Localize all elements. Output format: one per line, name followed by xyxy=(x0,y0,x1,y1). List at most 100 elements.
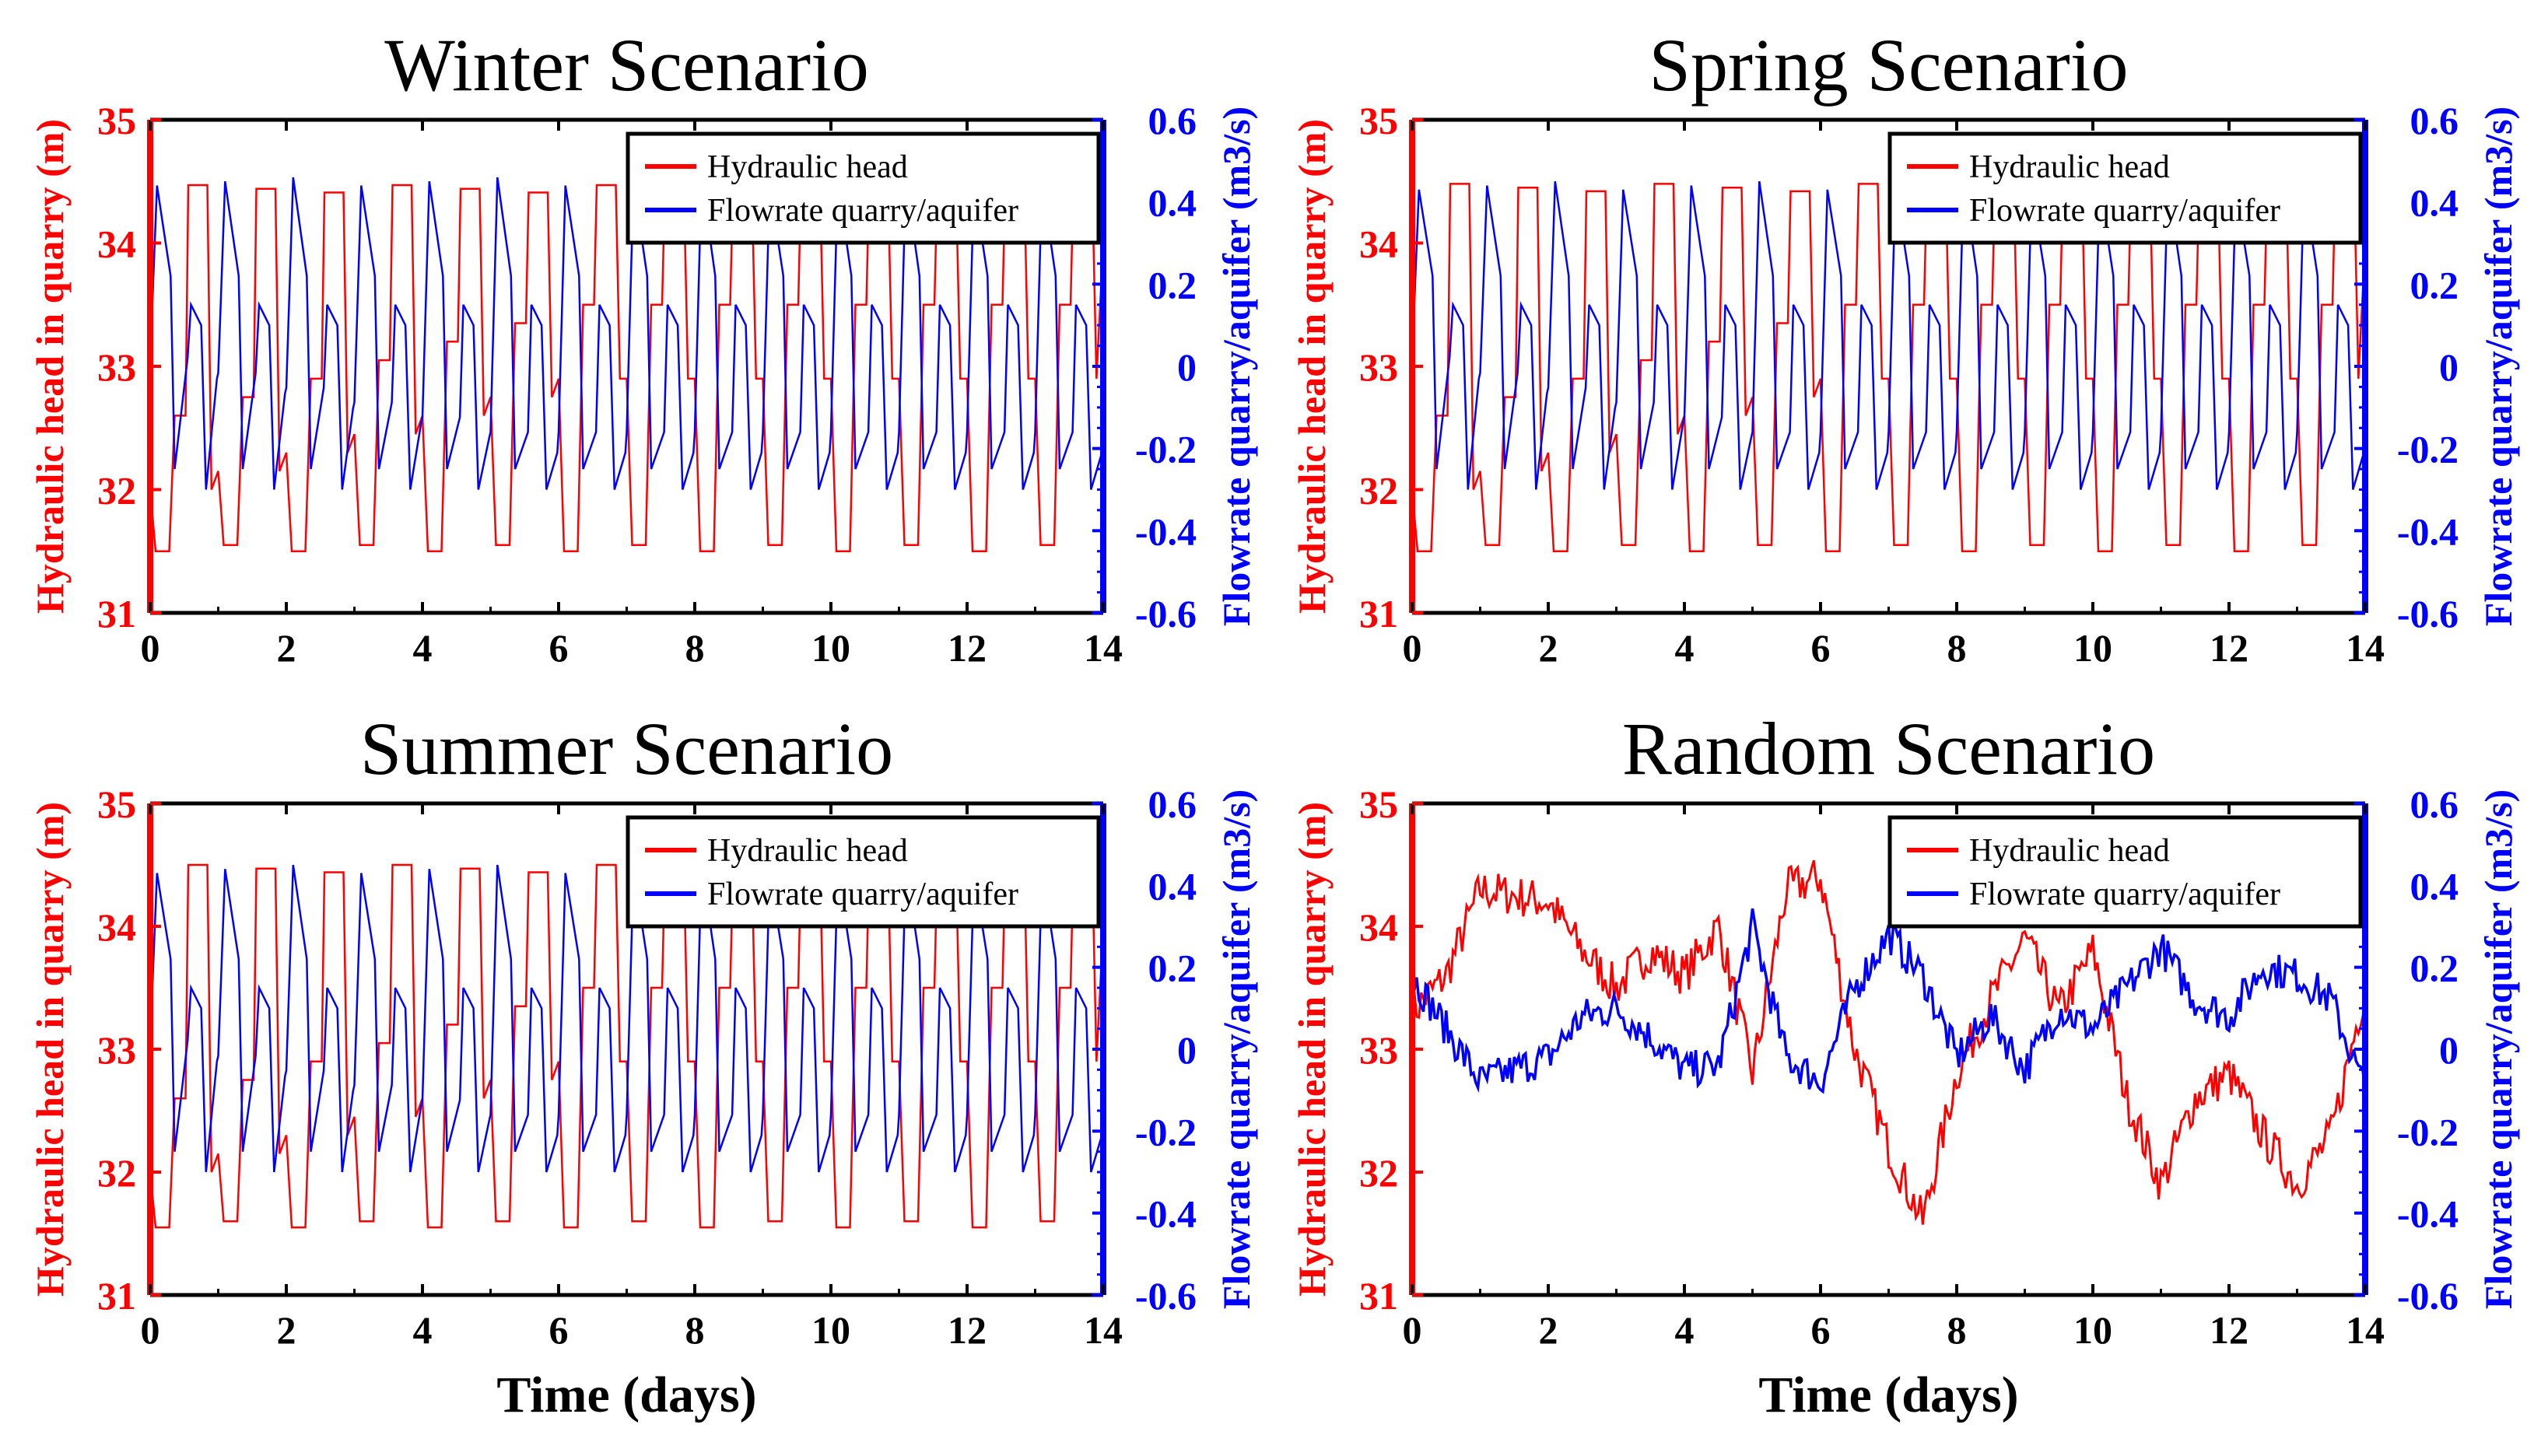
chart-panel-2: Spring Scenario 0 2 4 6 8 10 12 14 31 32 33 34 35 -0.6… xyxy=(1290,23,2520,670)
x-tick-label: 12 xyxy=(948,626,987,670)
x-tick-label: 4 xyxy=(413,626,433,670)
y-left-tick-label: 35 xyxy=(1359,99,1398,142)
series-flowrate xyxy=(150,864,1103,1173)
x-tick-label: 0 xyxy=(1403,1308,1422,1352)
x-tick-label: 6 xyxy=(1811,626,1831,670)
chart-title: Winter Scenario xyxy=(384,23,869,107)
y-right-tick-label: 0.2 xyxy=(1148,263,1197,306)
x-tick-label: 12 xyxy=(948,1308,987,1352)
legend-label-flow: Flowrate quarry/aquifer xyxy=(707,877,1018,912)
x-tick-label: 8 xyxy=(685,1308,705,1352)
y-right-tick-label: 0 xyxy=(1177,1028,1197,1072)
legend: Hydraulic head Flowrate quarry/aquifer xyxy=(1887,815,2363,929)
y-right-tick-label: 0.6 xyxy=(2410,782,2459,826)
x-tick-label: 0 xyxy=(141,626,160,670)
x-tick-label: 4 xyxy=(1675,626,1695,670)
x-tick-label: 10 xyxy=(2073,626,2112,670)
y-right-tick-label: -0.4 xyxy=(1135,1192,1197,1236)
y-left-tick-label: 31 xyxy=(97,592,136,635)
x-tick-label: 2 xyxy=(277,626,296,670)
y-right-tick-label: -0.2 xyxy=(2397,1110,2459,1153)
y-right-tick-label: -0.2 xyxy=(2397,428,2459,471)
y-right-tick-label: 0.6 xyxy=(1148,99,1197,142)
y-left-tick-label: 35 xyxy=(97,99,136,142)
legend-box xyxy=(626,815,1101,929)
x-tick-label: 8 xyxy=(1947,626,1967,670)
y-axis-left-label: Hydraulic head in quarry (m) xyxy=(1290,119,1334,614)
y-right-tick-label: -0.4 xyxy=(1135,509,1197,553)
x-tick-label: 0 xyxy=(141,1308,160,1352)
y-axis-right-label: Flowrate quarry/aquifer (m3/s) xyxy=(2476,107,2520,626)
x-tick-label: 8 xyxy=(1947,1308,1967,1352)
y-axis-left-label: Hydraulic head in quarry (m) xyxy=(1290,802,1334,1297)
legend-box xyxy=(1887,131,2363,245)
x-tick-label: 6 xyxy=(549,626,569,670)
chart-panel-1: Winter Scenario 0 2 4 6 8 10 12 14 31 32 33 34 35 -0.6… xyxy=(28,23,1258,670)
y-left-tick-label: 34 xyxy=(1359,222,1398,266)
x-tick-label: 2 xyxy=(1539,1308,1558,1352)
y-right-tick-label: 0.2 xyxy=(2410,947,2459,990)
x-tick-label: 10 xyxy=(811,1308,850,1352)
y-right-tick-label: 0.4 xyxy=(1148,864,1197,908)
x-tick-label: 6 xyxy=(1811,1308,1831,1352)
y-left-tick-label: 34 xyxy=(97,905,136,949)
chart-title: Summer Scenario xyxy=(360,707,893,790)
y-right-tick-label: 0.4 xyxy=(2410,864,2459,908)
y-axis-left-label: Hydraulic head in quarry (m) xyxy=(28,119,72,614)
x-axis-label: Time (days) xyxy=(496,1367,756,1423)
legend: Hydraulic head Flowrate quarry/aquifer xyxy=(626,815,1101,929)
x-tick-label: 6 xyxy=(549,1308,569,1352)
y-right-tick-label: 0 xyxy=(2439,345,2459,389)
legend-box xyxy=(626,131,1101,245)
x-tick-label: 0 xyxy=(1403,626,1422,670)
series-hydraulic-head xyxy=(1412,859,2365,1225)
y-left-tick-label: 33 xyxy=(97,1028,136,1072)
legend-label-flow: Flowrate quarry/aquifer xyxy=(707,193,1018,229)
x-tick-label: 14 xyxy=(1084,626,1123,670)
legend: Hydraulic head Flowrate quarry/aquifer xyxy=(1887,131,2363,245)
x-tick-label: 12 xyxy=(2210,1308,2248,1352)
legend-label-flow: Flowrate quarry/aquifer xyxy=(1969,877,2280,912)
x-tick-label: 12 xyxy=(2210,626,2248,670)
y-left-tick-label: 32 xyxy=(1359,1151,1398,1195)
y-left-tick-label: 32 xyxy=(97,1151,136,1195)
series-flowrate xyxy=(1412,908,2365,1094)
chart-title: Random Scenario xyxy=(1622,707,2155,790)
y-right-tick-label: 0.2 xyxy=(2410,263,2459,306)
legend-label-head: Hydraulic head xyxy=(1969,833,2170,869)
y-left-tick-label: 34 xyxy=(97,222,136,266)
y-left-tick-label: 35 xyxy=(97,782,136,826)
y-right-tick-label: -0.4 xyxy=(2397,509,2459,553)
y-left-tick-label: 31 xyxy=(1359,592,1398,635)
x-tick-label: 14 xyxy=(1084,1308,1123,1352)
legend-label-head: Hydraulic head xyxy=(707,833,908,869)
y-axis-left-label: Hydraulic head in quarry (m) xyxy=(28,802,72,1297)
legend-label-head: Hydraulic head xyxy=(707,149,908,185)
y-right-tick-label: -0.6 xyxy=(1135,1274,1197,1318)
x-tick-label: 14 xyxy=(2346,1308,2385,1352)
y-right-tick-label: -0.6 xyxy=(2397,1274,2459,1318)
y-left-tick-label: 32 xyxy=(1359,469,1398,513)
x-tick-label: 10 xyxy=(2073,1308,2112,1352)
x-tick-label: 4 xyxy=(413,1308,433,1352)
y-right-tick-label: -0.4 xyxy=(2397,1192,2459,1236)
y-right-tick-label: 0.4 xyxy=(1148,181,1197,225)
y-axis-right-label: Flowrate quarry/aquifer (m3/s) xyxy=(2476,789,2520,1309)
x-tick-label: 4 xyxy=(1675,1308,1695,1352)
y-right-tick-label: -0.6 xyxy=(1135,592,1197,635)
y-left-tick-label: 33 xyxy=(1359,1028,1398,1072)
x-tick-label: 2 xyxy=(1539,626,1558,670)
x-tick-label: 14 xyxy=(2346,626,2385,670)
chart-panel-4: Random Scenario 0 2 4 6 8 10 12 14 31 32 33 34 35 -0.6… xyxy=(1290,707,2520,1423)
series-flowrate xyxy=(150,177,1103,490)
legend-label-flow: Flowrate quarry/aquifer xyxy=(1969,193,2280,229)
y-axis-right-label: Flowrate quarry/aquifer (m3/s) xyxy=(1214,789,1258,1309)
y-left-tick-label: 32 xyxy=(97,469,136,513)
y-right-tick-label: 0 xyxy=(2439,1028,2459,1072)
y-right-tick-label: -0.2 xyxy=(1135,1110,1197,1153)
legend-box xyxy=(1887,815,2363,929)
chart-panel-3: Summer Scenario 0 2 4 6 8 10 12 14 31 32 33 34 35 -0.6… xyxy=(28,707,1258,1423)
y-right-tick-label: -0.6 xyxy=(2397,592,2459,635)
y-right-tick-label: 0.6 xyxy=(2410,99,2459,142)
